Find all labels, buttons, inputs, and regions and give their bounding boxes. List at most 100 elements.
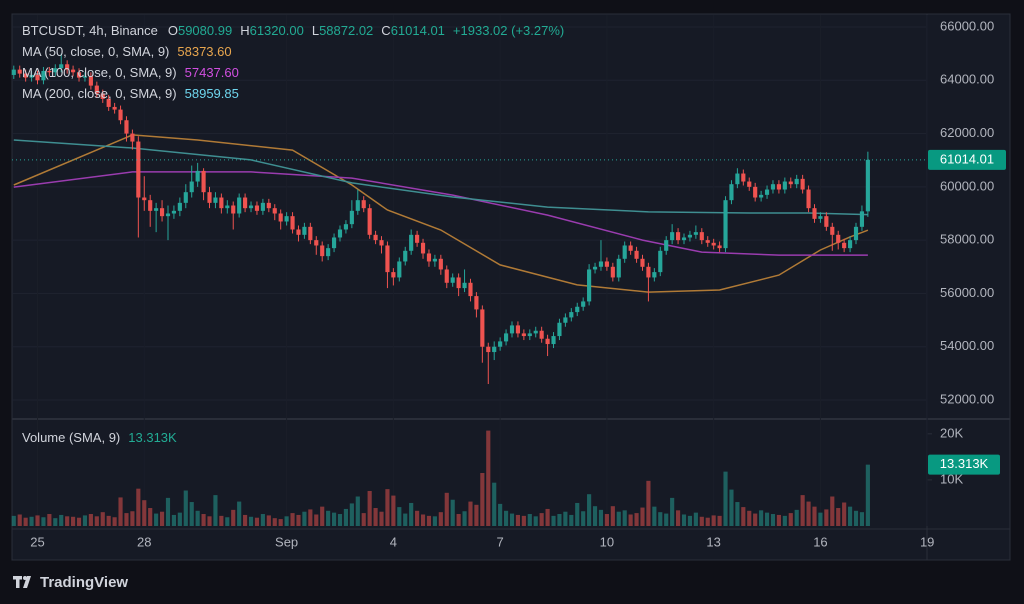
candle-body [343, 224, 349, 230]
ohlc-key: H [240, 23, 249, 38]
volume-bar [468, 501, 473, 526]
volume-legend: Volume (SMA, 9) 13.313K [22, 430, 177, 445]
candle-body [225, 205, 230, 209]
volume-bar [17, 514, 22, 526]
candle-body [290, 216, 295, 230]
volume-bar [515, 514, 521, 526]
candle-body [47, 70, 52, 73]
candle-body [165, 213, 171, 217]
candle-body [824, 216, 829, 227]
candle-body [243, 197, 248, 209]
volume-bar [260, 514, 265, 526]
x-tick-label: 10 [600, 534, 614, 549]
ma-value: 58373.60 [177, 44, 231, 59]
volume-bar [272, 518, 277, 526]
volume-bar [770, 514, 776, 526]
candle-body [100, 93, 105, 99]
volume-bar [741, 507, 746, 526]
volume-bar [498, 503, 503, 526]
candle-body [94, 85, 99, 94]
volume-bar [711, 515, 716, 526]
candle-body [592, 266, 598, 270]
candle-body [675, 232, 681, 241]
candle-body [112, 106, 117, 110]
volume-bar [450, 499, 455, 526]
candle-body [741, 173, 746, 182]
ma-legend: MA (200, close, 0, SMA, 9) 58959.85 [22, 86, 239, 101]
candle-body [747, 181, 752, 187]
candle-body [598, 261, 604, 267]
candle-body [76, 72, 82, 78]
candle-body [272, 208, 277, 214]
candle-body [575, 306, 580, 313]
volume-bar [693, 512, 698, 526]
candle-body [474, 296, 479, 310]
x-tick-label: 4 [390, 534, 397, 549]
volume-bar [100, 512, 105, 526]
header: BTCUSDT, 4h, Binance O59080.99 H61320.00 L5… [22, 23, 564, 38]
volume-bar [853, 510, 859, 526]
volume-bar [409, 502, 414, 526]
volume-bar [551, 515, 556, 526]
volume-bar [148, 508, 153, 526]
candle-body [59, 64, 64, 69]
volume-bar [106, 515, 111, 526]
volume-bar [687, 515, 693, 526]
volume-bar [403, 513, 408, 526]
candle-body [207, 192, 212, 203]
volume-bar [225, 517, 230, 526]
candle-body [652, 272, 657, 278]
candle-body [106, 98, 111, 107]
volume-bar [699, 516, 704, 526]
volume-bar [379, 511, 384, 526]
volume-bar [575, 502, 580, 526]
volume-bar [47, 514, 52, 526]
volume-bar [818, 512, 823, 526]
candle-body [35, 74, 40, 81]
volume-bar [237, 501, 242, 526]
volume-bar [23, 517, 28, 526]
candle-body [361, 200, 366, 209]
candle-body [687, 234, 693, 238]
volume-bar [349, 503, 354, 526]
candle-body [711, 242, 716, 246]
volume-bar [320, 506, 325, 526]
volume-bar [717, 515, 722, 526]
volume-bar [88, 514, 93, 526]
volume-bar [622, 510, 627, 526]
candle-body [812, 208, 817, 219]
volume-bar [243, 514, 248, 526]
change: +1933.02 (+3.27%) [453, 23, 564, 38]
volume-bar [569, 514, 574, 526]
candle-body [604, 261, 609, 267]
volume-bar [124, 513, 129, 526]
volume-bar [71, 516, 76, 526]
volume-bar [177, 512, 182, 526]
volume-tick-label: 20K [940, 425, 963, 440]
x-tick-label: 13 [706, 534, 720, 549]
volume-bar [539, 513, 544, 526]
volume-title: Volume (SMA, 9) [22, 430, 120, 445]
legend: BTCUSDT, 4h, Binance O59080.99 H61320.00 L5… [22, 23, 564, 445]
volume-bar [806, 501, 811, 526]
ma-line [13, 139, 868, 216]
volume-bar [343, 508, 349, 526]
candle-body [183, 192, 188, 203]
candle-body [248, 205, 254, 209]
candle-body [480, 309, 485, 347]
volume-bar [675, 510, 681, 526]
volume-bar [776, 514, 781, 526]
volume-bar [397, 507, 402, 526]
candle-body [557, 322, 562, 337]
candle-body [444, 269, 449, 283]
candle-body [415, 234, 420, 243]
volume-bar [195, 510, 200, 526]
volume-bar [154, 513, 159, 526]
volume-badge [928, 454, 1000, 475]
candle-body [848, 240, 853, 249]
y-tick-label: 66000.00 [940, 18, 994, 33]
candle-body [545, 338, 550, 345]
volume-bar [278, 519, 283, 526]
volume-bar [53, 518, 58, 526]
volume-tick-label: 10K [940, 471, 963, 486]
